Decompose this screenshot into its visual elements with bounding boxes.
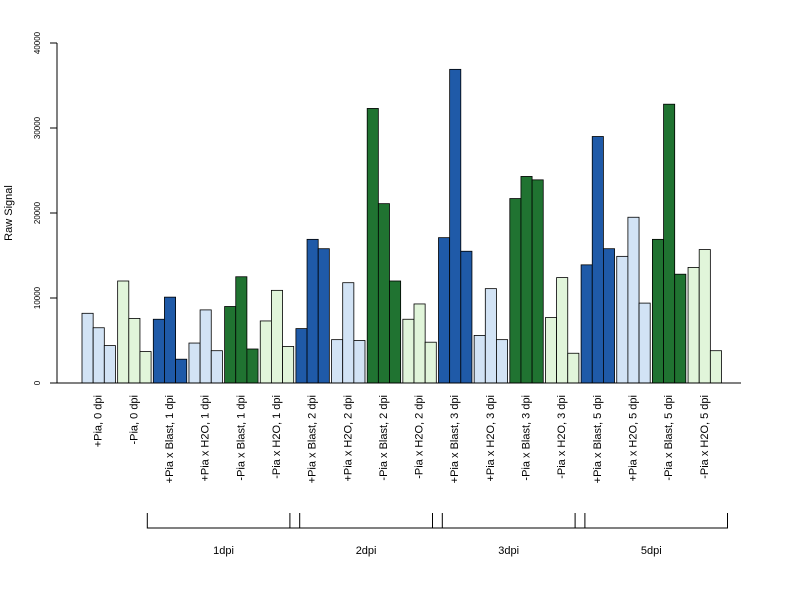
x-tick-label: +Pia x Blast, 5 dpi xyxy=(592,395,604,483)
bar xyxy=(638,302,651,384)
bar xyxy=(449,68,462,384)
x-tick-label: +Pia x Blast, 3 dpi xyxy=(449,395,461,483)
group-label: 1dpi xyxy=(213,545,234,557)
bar xyxy=(164,296,176,384)
group-label: 2dpi xyxy=(356,545,377,557)
bar xyxy=(556,277,569,384)
y-tick-label: 0 xyxy=(33,380,42,385)
group-label: 5dpi xyxy=(641,545,662,557)
x-tick-label: +Pia x Blast, 1 dpi xyxy=(164,395,176,483)
bar xyxy=(139,351,152,384)
bars xyxy=(81,68,722,384)
bar xyxy=(663,103,676,384)
bar xyxy=(353,340,366,384)
y-tick-label: 20000 xyxy=(33,201,42,224)
x-tick-label: +Pia x Blast, 2 dpi xyxy=(307,395,319,483)
bar xyxy=(545,317,558,384)
bar xyxy=(92,327,105,384)
x-tick-label: +Pia x H2O, 5 dpi xyxy=(627,395,639,482)
dpi-group-brackets: 1dpi 2dpi 3dpi 5dpi xyxy=(146,513,728,557)
bar xyxy=(438,237,451,384)
x-tick-label: -Pia x Blast, 2 dpi xyxy=(378,395,390,481)
group-label: 3dpi xyxy=(498,545,519,557)
bar xyxy=(687,266,700,384)
group-bracket xyxy=(432,513,586,529)
x-tick-label: -Pia x H2O, 5 dpi xyxy=(699,395,711,479)
y-axis-label: Raw Signal xyxy=(3,185,15,241)
y-tick-label: 40000 xyxy=(33,31,42,54)
bar xyxy=(259,320,272,384)
bar xyxy=(616,255,629,384)
x-tick-label: +Pia x H2O, 2 dpi xyxy=(342,395,354,482)
y-tick-label: 30000 xyxy=(33,116,42,139)
bar xyxy=(235,276,248,384)
bar xyxy=(224,306,237,384)
bar xyxy=(210,350,223,384)
bar xyxy=(199,309,212,384)
bar xyxy=(709,350,722,384)
bar xyxy=(402,318,415,384)
bar xyxy=(331,339,344,384)
x-tick-label: -Pia x Blast, 3 dpi xyxy=(521,395,533,481)
bar xyxy=(652,238,664,384)
x-tick-label: +Pia x H2O, 1 dpi xyxy=(200,395,212,482)
bar xyxy=(567,352,580,384)
bar xyxy=(484,288,497,384)
group-bracket xyxy=(289,513,443,529)
bar xyxy=(128,317,141,384)
x-tick-label: -Pia, 0 dpi xyxy=(128,395,140,445)
bar xyxy=(531,179,544,384)
bar xyxy=(424,341,437,384)
x-tick-label: +Pia x H2O, 3 dpi xyxy=(485,395,497,482)
group-bracket xyxy=(574,513,728,529)
x-tick-label: -Pia x H2O, 3 dpi xyxy=(556,395,568,479)
group-bracket xyxy=(146,513,301,529)
bar xyxy=(282,346,295,384)
bar xyxy=(175,358,188,384)
x-tick-label: -Pia x H2O, 2 dpi xyxy=(414,395,426,479)
bar xyxy=(377,203,390,384)
x-axis: +Pia, 0 dpi -Pia, 0 dpi +Pia x Blast, 1 dp… xyxy=(57,382,741,483)
x-tick-label: +Pia, 0 dpi xyxy=(93,395,105,447)
bar xyxy=(627,216,640,384)
bar xyxy=(270,289,283,384)
bar xyxy=(509,198,522,384)
bar xyxy=(152,318,165,384)
bar xyxy=(81,312,94,384)
bar xyxy=(342,282,355,384)
x-tick-label: -Pia x Blast, 5 dpi xyxy=(663,395,675,481)
x-tick-label: -Pia x H2O, 1 dpi xyxy=(271,395,283,479)
bar xyxy=(117,280,130,384)
bar xyxy=(295,328,308,384)
bar xyxy=(188,342,201,384)
bar xyxy=(246,348,259,384)
bar xyxy=(520,176,533,384)
bar xyxy=(603,248,615,384)
bar xyxy=(366,108,379,384)
bar xyxy=(413,303,426,384)
bar xyxy=(674,273,687,384)
bar xyxy=(698,249,711,384)
bar xyxy=(103,345,116,384)
bar xyxy=(496,339,509,384)
bar xyxy=(389,280,402,384)
bar xyxy=(473,334,486,384)
y-axis: 0 10000 20000 30000 40000 xyxy=(33,31,58,385)
bar xyxy=(580,264,593,384)
bar xyxy=(591,136,604,384)
bar xyxy=(460,250,473,384)
bar xyxy=(317,248,330,384)
bar xyxy=(306,238,319,384)
y-tick-label: 10000 xyxy=(33,286,42,309)
x-tick-label: -Pia x Blast, 1 dpi xyxy=(235,395,247,481)
